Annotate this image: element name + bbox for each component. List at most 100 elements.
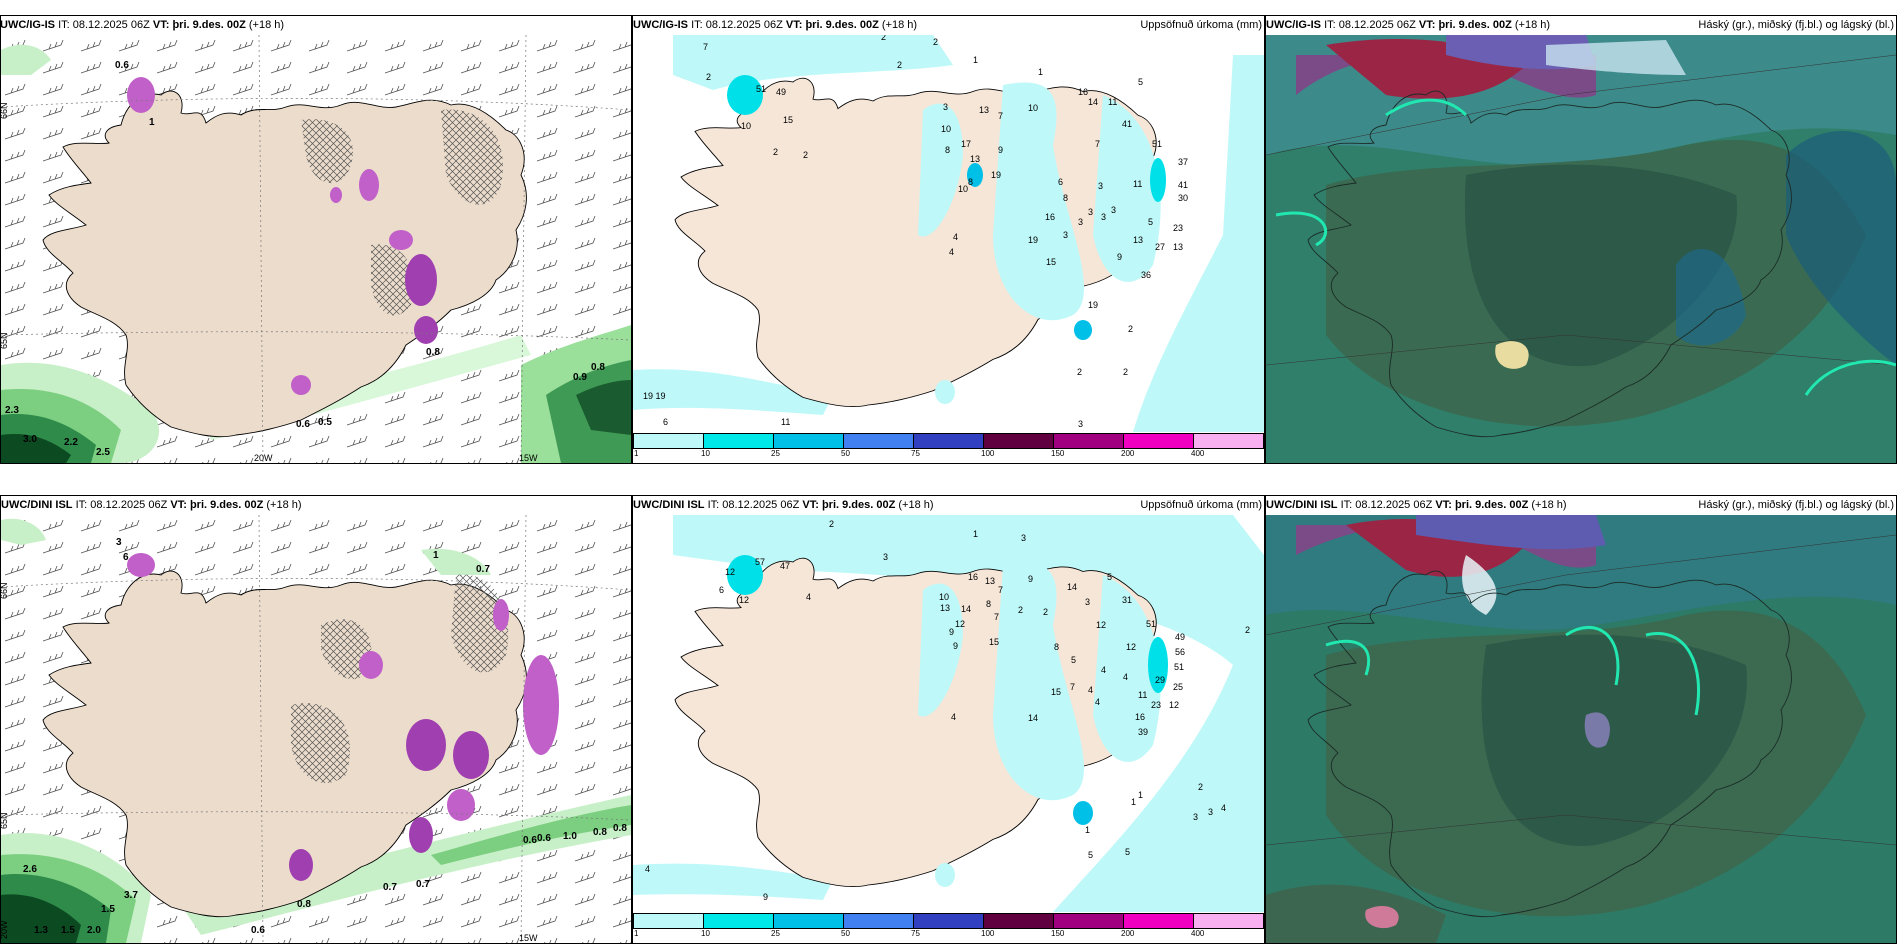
precip-value: 2 [1077, 367, 1082, 377]
cloud-map-top [1266, 35, 1896, 463]
contour-label: 6 [123, 552, 129, 563]
lon-label: 20W [254, 453, 273, 463]
contour-label: 2.3 [5, 405, 19, 416]
field-title: Háský (gr.), miðský (fj.bl.) og lágský (… [1698, 499, 1894, 511]
precip-value: 9 [1028, 574, 1033, 584]
panel-header-top-left: UWC/IG-IS IT: 08.12.2025 06Z VT: þri. 9.… [0, 19, 285, 31]
precip-value: 4 [951, 712, 956, 722]
colorbar-swatch [1193, 913, 1264, 929]
precip-value: 6 [719, 585, 724, 595]
precip-value: 14 [1028, 713, 1038, 723]
contour-label: 1 [149, 117, 155, 128]
precip-value: 51 [1146, 619, 1156, 629]
precip-value: 3 [1111, 205, 1116, 215]
colorbar-tick-label: 1 [634, 449, 639, 458]
precip-value: 10 [741, 121, 751, 131]
precip-value: 13 [940, 603, 950, 613]
lat-label: 65N [1, 812, 9, 829]
precip-value: 19 [991, 170, 1001, 180]
precip-value: 4 [949, 247, 954, 257]
precip-value: 4 [1123, 672, 1128, 682]
precip-value: 7 [998, 111, 1003, 121]
precip-value: 2 [773, 147, 778, 157]
precip-value: 3 [1063, 230, 1068, 240]
contour-label: 1.5 [61, 925, 75, 936]
colorbar-swatch [1123, 433, 1194, 449]
lat-label: 65N [1, 332, 9, 349]
lon-label: 15W [519, 453, 538, 463]
contour-label: 1.3 [34, 925, 48, 936]
precip-value: 3 [1078, 217, 1083, 227]
colorbar-tick-label: 1 [634, 929, 639, 938]
model-name: UWC/IG-IS [0, 19, 55, 31]
lat-label: 66N [1, 582, 9, 599]
precip-value: 1 [1131, 797, 1136, 807]
colorbar-swatch [843, 433, 914, 449]
precip-value: 19 [1088, 300, 1098, 310]
precip-value: 6 [663, 417, 668, 427]
wind-contour-labels: 3 6 0.7 1 2.6 3.7 1.5 1.3 1.5 2.0 0.6 0.… [23, 537, 627, 936]
precip-value: 1 [1085, 825, 1090, 835]
contour-label: 3 [116, 537, 122, 548]
contour-label: 0.5 [318, 417, 332, 428]
contour-label: 1.0 [563, 831, 577, 842]
precip-labels: 7 2 2 2 1 2 10 51 49 15 2 2 3 13 7 10 1 … [643, 35, 1188, 429]
precip-value: 16 [1135, 712, 1145, 722]
precip-value: 13 [1173, 242, 1183, 252]
precip-value: 13 [985, 576, 995, 586]
colorbar-tick-label: 10 [701, 929, 710, 938]
panel-header-top-right: UWC/IG-IS IT: 08.12.2025 06Z VT: þri. 9.… [1266, 16, 1896, 34]
precip-value: 15 [1051, 687, 1061, 697]
precip-value: 2 [1123, 367, 1128, 377]
precip-value: 8 [945, 145, 950, 155]
precip-value: 29 [1155, 675, 1165, 685]
wind-contour-labels: 0.6 1 0.8 0.9 0.5 0.6 2.3 3.0 2.2 2.5 0.… [5, 60, 605, 458]
contour-label: 3.0 [23, 434, 37, 445]
precip-value: 12 [725, 567, 735, 577]
precip-value: 3 [1021, 533, 1026, 543]
precip-value: 12 [739, 595, 749, 605]
contour-label: 1 [433, 550, 439, 561]
precip-value: 4 [1221, 803, 1226, 813]
colorbar-tick-label: 75 [911, 929, 920, 938]
precip-value: 2 [829, 519, 834, 529]
precip-value: 2 [803, 150, 808, 160]
precip-value: 5 [1125, 847, 1130, 857]
precip-value: 7 [1095, 139, 1100, 149]
lon-label: 15W [519, 933, 538, 943]
precip-value: 5 [1088, 850, 1093, 860]
precip-value: 7 [994, 612, 999, 622]
precip-value: 19 [1028, 235, 1038, 245]
precip-value: 7 [703, 42, 708, 52]
contour-label: 2.6 [23, 864, 37, 875]
precip-value: 4 [1088, 685, 1093, 695]
field-title: Háský (gr.), miðský (fj.bl.) og lágský (… [1698, 19, 1894, 31]
precip-value: 37 [1178, 157, 1188, 167]
contour-label: 0.6 [296, 419, 310, 430]
precip-map-bot: 2 1 3 3 12 57 47 6 4 12 10 16 13 7 9 14 … [633, 515, 1264, 912]
precip-value: 3 [1208, 807, 1213, 817]
colorbar-tick-label: 200 [1121, 449, 1135, 458]
colorbar-tick-label: 400 [1191, 449, 1205, 458]
precip-colorbar-top: 1 10 25 50 75 100 150 200 400 [633, 433, 1264, 461]
precip-value: 2 [897, 60, 902, 70]
precip-value: 23 [1151, 700, 1161, 710]
precip-value: 25 [1173, 682, 1183, 692]
precip-value: 16 [1078, 87, 1088, 97]
precip-value: 2 [933, 37, 938, 47]
field-title: Uppsöfnuð úrkoma (mm) [1140, 499, 1262, 511]
precip-value: 11 [1108, 97, 1117, 107]
lat-label: 66N [1, 102, 9, 119]
precip-value: 15 [989, 637, 999, 647]
precip-value: 13 [970, 154, 980, 164]
colorbar-tick-label: 400 [1191, 929, 1205, 938]
precip-value: 2 [881, 35, 886, 42]
precip-value: 4 [645, 864, 650, 874]
colorbar-tick-label: 200 [1121, 929, 1135, 938]
precip-value: 5 [1138, 77, 1143, 87]
colorbar-swatch [633, 433, 704, 449]
precip-value: 15 [1046, 257, 1056, 267]
contour-label: 0.8 [613, 823, 627, 834]
colorbar-tick-label: 25 [771, 449, 780, 458]
contour-label: 0.8 [426, 347, 440, 358]
